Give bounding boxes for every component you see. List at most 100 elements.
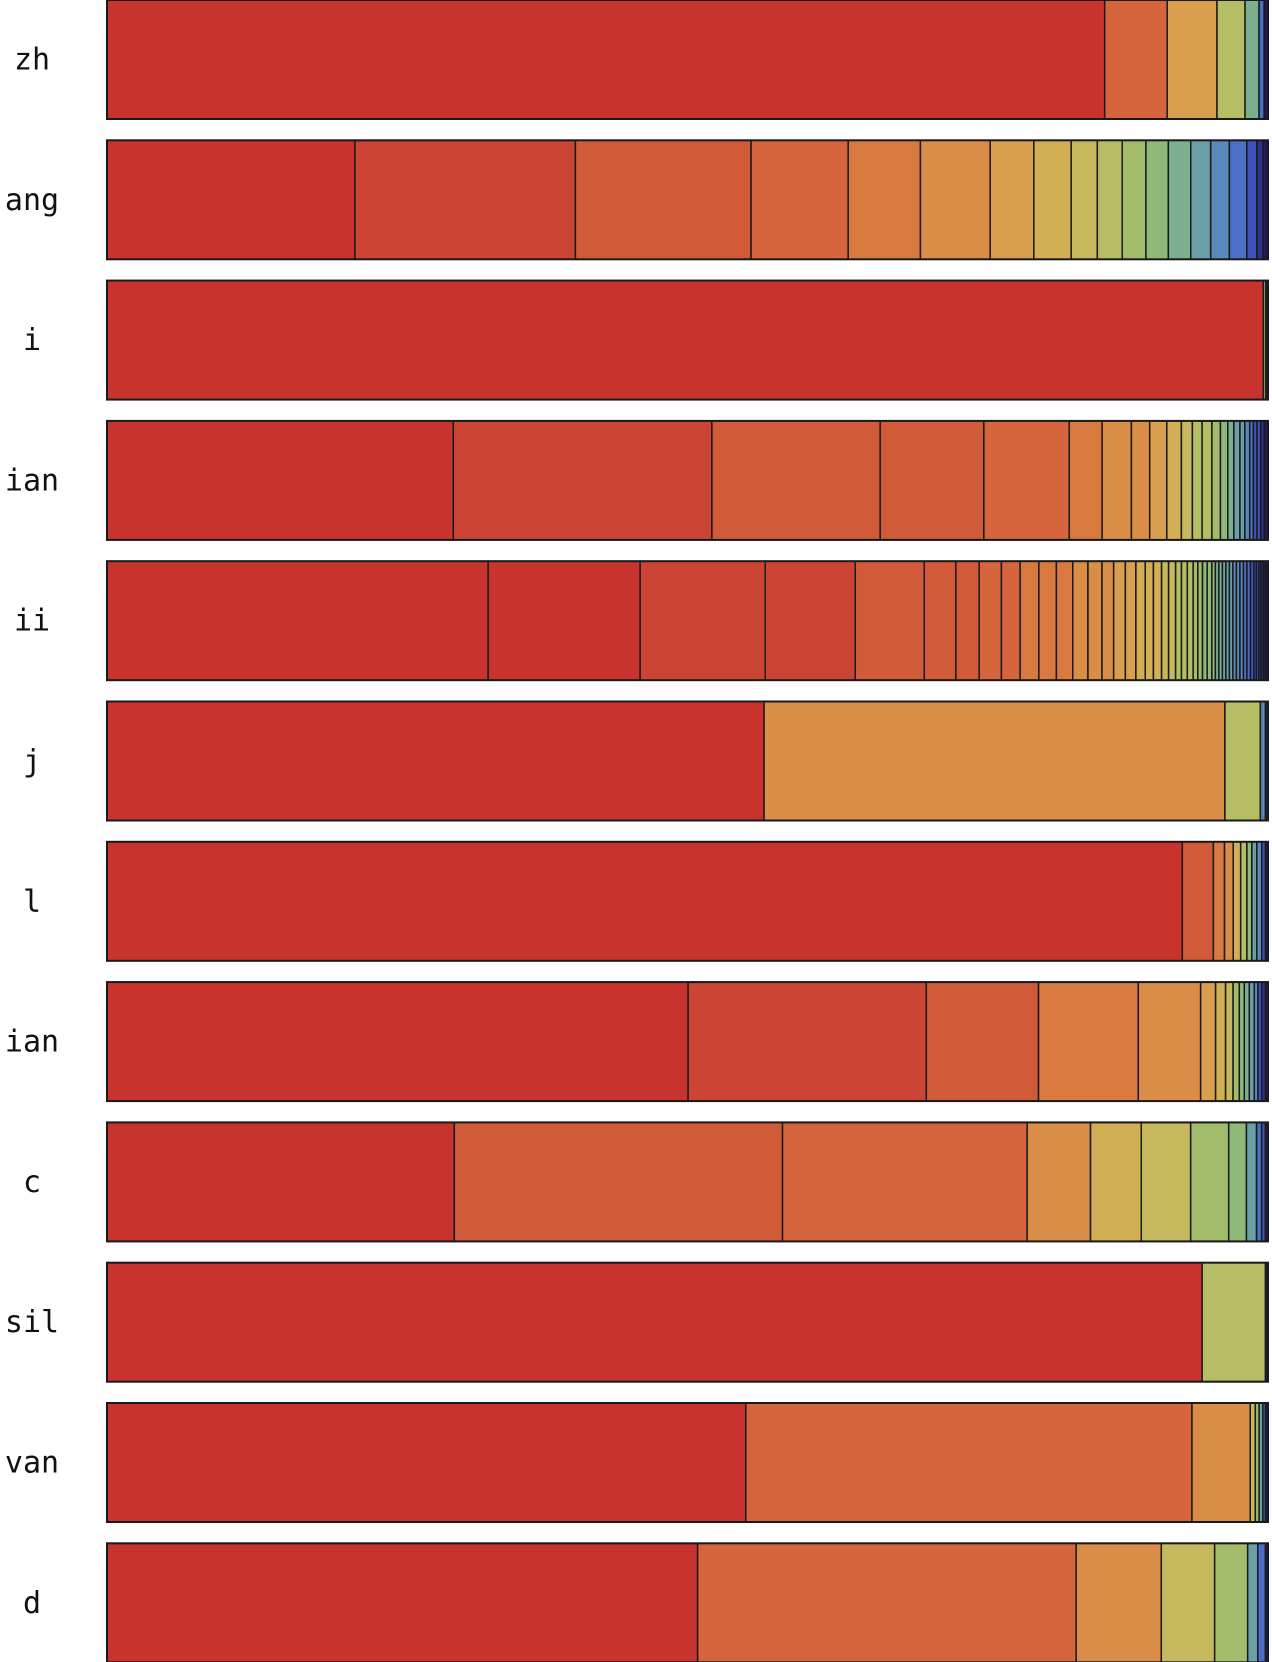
bar-segment bbox=[1037, 981, 1140, 1102]
bar-segment bbox=[1212, 841, 1226, 962]
bar-outline bbox=[106, 560, 1269, 682]
bar-segment bbox=[106, 560, 489, 681]
bar-segment bbox=[1227, 1121, 1248, 1243]
bar-segment bbox=[1224, 981, 1234, 1102]
row-label: j bbox=[23, 744, 41, 779]
bar-outline bbox=[106, 279, 1269, 401]
bar-segment bbox=[1181, 841, 1215, 962]
bar-segment bbox=[1144, 560, 1155, 681]
bar-outline bbox=[106, 840, 1269, 962]
row-label: ii bbox=[14, 604, 50, 639]
bar-segment bbox=[106, 1542, 699, 1662]
bar-segment bbox=[1137, 981, 1202, 1102]
bar-segment bbox=[1191, 1402, 1251, 1523]
bar-row: sil bbox=[5, 1261, 1269, 1383]
bar-segment bbox=[1211, 420, 1222, 541]
bar-segment bbox=[354, 139, 577, 261]
bar-segment bbox=[1096, 139, 1123, 261]
bar-segment bbox=[1201, 420, 1213, 541]
bar-segment bbox=[1101, 420, 1133, 541]
bar-segment bbox=[106, 700, 765, 822]
bar-segment bbox=[1214, 981, 1227, 1102]
bar-segment bbox=[879, 420, 985, 541]
bar-segment bbox=[452, 420, 713, 541]
bar-segment bbox=[1068, 420, 1103, 541]
bar-segment bbox=[1174, 560, 1183, 681]
bar-outline bbox=[106, 0, 1269, 120]
bar-segment bbox=[983, 420, 1070, 541]
bar-segment bbox=[1103, 0, 1168, 120]
bar-segment bbox=[1166, 420, 1183, 541]
bar-segment bbox=[1190, 139, 1212, 261]
bar-segment bbox=[106, 841, 1184, 962]
bar-segment bbox=[1145, 139, 1170, 261]
bar-segment bbox=[1199, 981, 1217, 1102]
bar-segment bbox=[1072, 560, 1089, 681]
bar-segment bbox=[1101, 560, 1115, 681]
bar-segment bbox=[854, 560, 926, 681]
bar-segment bbox=[955, 560, 980, 681]
bar-segment bbox=[978, 560, 1003, 681]
row-label: ian bbox=[5, 463, 59, 498]
bar-segment bbox=[1038, 560, 1058, 681]
row-label: ang bbox=[5, 183, 59, 218]
bar-segment bbox=[1258, 0, 1265, 120]
bar-segment bbox=[106, 279, 1265, 401]
bar-segment bbox=[453, 1121, 784, 1243]
bar-segment bbox=[1245, 1121, 1258, 1243]
bar-segment bbox=[1166, 0, 1218, 120]
bar-segment bbox=[106, 1121, 456, 1243]
bar-segment bbox=[1135, 560, 1146, 681]
bar-segment bbox=[1257, 1542, 1267, 1662]
bar-segment bbox=[1228, 139, 1248, 261]
bar-segment bbox=[1160, 560, 1170, 681]
bar-segment bbox=[1233, 420, 1241, 541]
bar-row: i bbox=[23, 279, 1269, 401]
bar-segment bbox=[1201, 1261, 1267, 1383]
bar-segment bbox=[989, 139, 1035, 261]
bar-outline bbox=[106, 1121, 1269, 1243]
bar-segment bbox=[1246, 1542, 1259, 1662]
bar-segment bbox=[1246, 139, 1258, 261]
bar-segment bbox=[1152, 560, 1163, 681]
bar-segment bbox=[1224, 700, 1262, 822]
row-label: sil bbox=[5, 1305, 59, 1340]
bar-segment bbox=[763, 700, 1226, 822]
bar-segment bbox=[1070, 139, 1099, 261]
bar-row: l bbox=[23, 840, 1269, 962]
bar-segment bbox=[750, 139, 849, 261]
bar-segment bbox=[781, 1121, 1028, 1243]
bar-segment bbox=[487, 560, 641, 681]
bar-segment bbox=[1255, 1121, 1263, 1243]
bar-segment bbox=[106, 1402, 747, 1523]
bar-row: ang bbox=[5, 139, 1269, 261]
bar-segment bbox=[1075, 1542, 1163, 1662]
bar-segment bbox=[847, 139, 922, 261]
bar-segment bbox=[1223, 841, 1234, 962]
bar-outline bbox=[106, 1402, 1269, 1523]
bar-segment bbox=[1227, 420, 1235, 541]
chart-rows: zh ang i ian ii j l ian c sil van d bbox=[5, 0, 1269, 1662]
bar-outline bbox=[106, 419, 1269, 541]
row-label: d bbox=[23, 1586, 41, 1621]
bar-segment bbox=[1087, 560, 1103, 681]
bar-segment bbox=[1019, 560, 1040, 681]
row-label: van bbox=[5, 1446, 59, 1481]
bar-segment bbox=[1148, 420, 1168, 541]
bar-segment bbox=[1089, 1121, 1143, 1243]
bar-row: van bbox=[5, 1402, 1269, 1523]
bar-segment bbox=[696, 1542, 1077, 1662]
bar-segment bbox=[1256, 139, 1264, 261]
bar-segment bbox=[1167, 560, 1177, 681]
row-label: i bbox=[23, 323, 41, 358]
bar-segment bbox=[1249, 1402, 1257, 1523]
bar-segment bbox=[1186, 560, 1194, 681]
bar-segment bbox=[1189, 1121, 1230, 1243]
bar-segment bbox=[574, 139, 752, 261]
bar-row: d bbox=[23, 1542, 1269, 1662]
bar-segment bbox=[1000, 560, 1021, 681]
bar-segment bbox=[106, 1261, 1203, 1383]
row-label: l bbox=[23, 884, 41, 919]
bar-row: ian bbox=[5, 981, 1269, 1103]
bar-row: c bbox=[23, 1121, 1269, 1243]
